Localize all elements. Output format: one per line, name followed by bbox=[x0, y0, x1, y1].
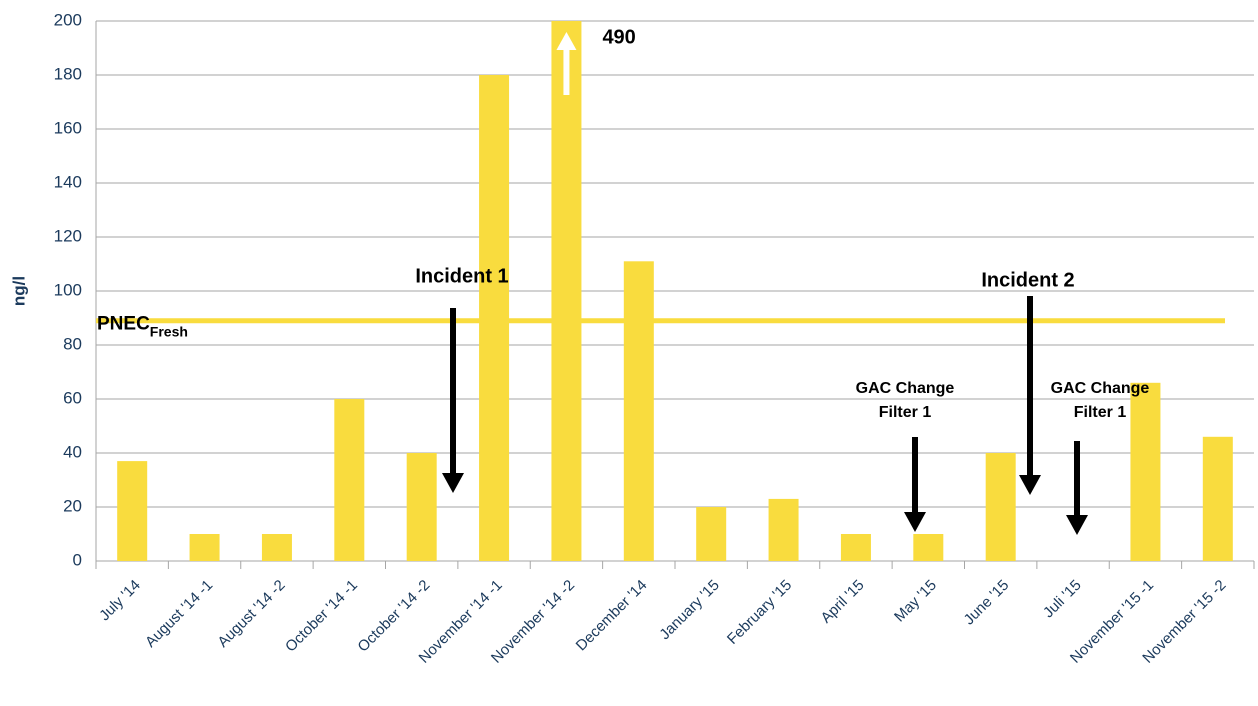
x-tick-label: April '15 bbox=[818, 577, 868, 627]
y-tick-label: 180 bbox=[54, 64, 82, 83]
reference-label-main: PNEC bbox=[97, 314, 150, 335]
bar bbox=[189, 534, 220, 561]
bar bbox=[117, 461, 148, 561]
y-tick-label: 0 bbox=[73, 550, 82, 569]
x-tick-label: July '14 bbox=[96, 577, 144, 625]
x-tick-label: October '14 -1 bbox=[282, 577, 361, 656]
annotation: Filter 1 bbox=[1074, 404, 1127, 421]
y-tick-label: 200 bbox=[54, 10, 82, 29]
reference-label-sub: Fresh bbox=[150, 323, 188, 339]
bar bbox=[623, 261, 654, 561]
annotation: Incident 1 bbox=[415, 265, 508, 287]
y-tick-label: 160 bbox=[54, 118, 82, 137]
x-tick-label: February '15 bbox=[724, 577, 795, 648]
bar bbox=[840, 534, 871, 561]
y-tick-label: 60 bbox=[63, 388, 82, 407]
x-tick-label: Juli '15 bbox=[1040, 577, 1085, 622]
bar bbox=[1202, 436, 1233, 561]
annotation-arrow-head bbox=[1019, 475, 1041, 495]
bar bbox=[551, 21, 582, 561]
annotation: Filter 1 bbox=[879, 404, 932, 421]
bar bbox=[913, 534, 944, 561]
x-tick-label: August '14 -2 bbox=[214, 577, 288, 651]
x-tick-label: May '15 bbox=[891, 577, 940, 626]
y-tick-label: 80 bbox=[63, 334, 82, 353]
y-axis-label: ng/l bbox=[9, 276, 28, 306]
annotation: GAC Change bbox=[1051, 380, 1150, 397]
bar bbox=[985, 453, 1016, 561]
value-label: 490 bbox=[602, 26, 635, 48]
y-tick-label: 120 bbox=[54, 226, 82, 245]
x-tick-label: December '14 bbox=[573, 577, 651, 655]
annotation-arrow-head bbox=[904, 512, 926, 532]
y-tick-label: 20 bbox=[63, 496, 82, 515]
y-tick-label: 140 bbox=[54, 172, 82, 191]
x-tick-label: January '15 bbox=[656, 577, 723, 644]
y-tick-label: 100 bbox=[54, 280, 82, 299]
y-tick-label: 40 bbox=[63, 442, 82, 461]
bar bbox=[261, 534, 292, 561]
bar bbox=[768, 498, 799, 561]
plot-area bbox=[117, 21, 1233, 561]
x-tick-label: August '14 -1 bbox=[142, 577, 216, 651]
bar bbox=[479, 75, 510, 561]
reference-label: PNECFresh bbox=[97, 314, 188, 340]
annotation: GAC Change bbox=[856, 380, 955, 397]
annotation-arrow-head bbox=[442, 473, 464, 493]
x-tick-label: June '15 bbox=[961, 577, 1013, 629]
x-tick-label: October '14 -2 bbox=[354, 577, 433, 656]
annotation-arrow-head bbox=[1066, 515, 1088, 535]
bar bbox=[1130, 382, 1161, 561]
bar bbox=[696, 507, 727, 561]
overflow-arrow-head bbox=[556, 32, 577, 50]
bar bbox=[406, 453, 437, 561]
bar bbox=[334, 399, 365, 561]
annotation: Incident 2 bbox=[981, 269, 1074, 291]
